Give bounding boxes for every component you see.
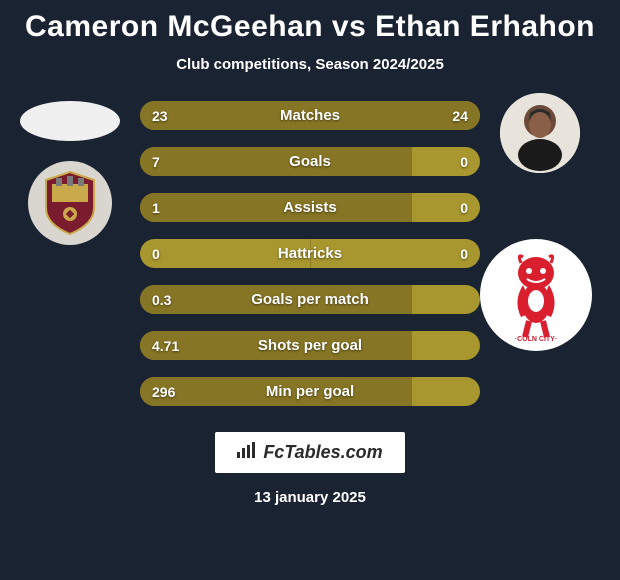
club-left-crest — [28, 161, 112, 245]
stat-label: Goals — [140, 153, 480, 170]
stat-label: Hattricks — [140, 245, 480, 262]
stat-label: Min per goal — [140, 383, 480, 400]
player-left-avatar — [20, 101, 120, 141]
person-icon — [500, 93, 580, 173]
stat-bars: 2324Matches 70Goals 10Assists 00Hattricks 0.… — [140, 101, 480, 406]
stat-row: 2324Matches — [140, 101, 480, 130]
stat-label: Matches — [140, 107, 480, 124]
bars-icon — [237, 442, 257, 463]
club-right-crest: ·COLN CITY· — [480, 239, 592, 351]
stats-area: ·COLN CITY· 2324Matches 70Goals 10Assists 0… — [0, 101, 620, 406]
svg-text:·COLN CITY·: ·COLN CITY· — [515, 336, 557, 343]
stat-row: 70Goals — [140, 147, 480, 176]
imp-crest-icon: ·COLN CITY· — [491, 245, 581, 345]
stat-row: 10Assists — [140, 193, 480, 222]
stat-label: Shots per goal — [140, 337, 480, 354]
brand-text: FcTables.com — [263, 442, 382, 463]
page-title: Cameron McGeehan vs Ethan Erhahon — [25, 10, 595, 44]
subtitle: Club competitions, Season 2024/2025 — [176, 56, 444, 73]
stat-row: 0.3Goals per match — [140, 285, 480, 314]
stat-row: 296Min per goal — [140, 377, 480, 406]
player-right-avatar — [500, 93, 580, 173]
stat-row: 4.71Shots per goal — [140, 331, 480, 360]
brand-badge: FcTables.com — [215, 432, 404, 473]
stat-label: Assists — [140, 199, 480, 216]
stat-row: 00Hattricks — [140, 239, 480, 268]
stat-label: Goals per match — [140, 291, 480, 308]
date-text: 13 january 2025 — [254, 489, 366, 506]
shield-icon — [42, 170, 98, 236]
